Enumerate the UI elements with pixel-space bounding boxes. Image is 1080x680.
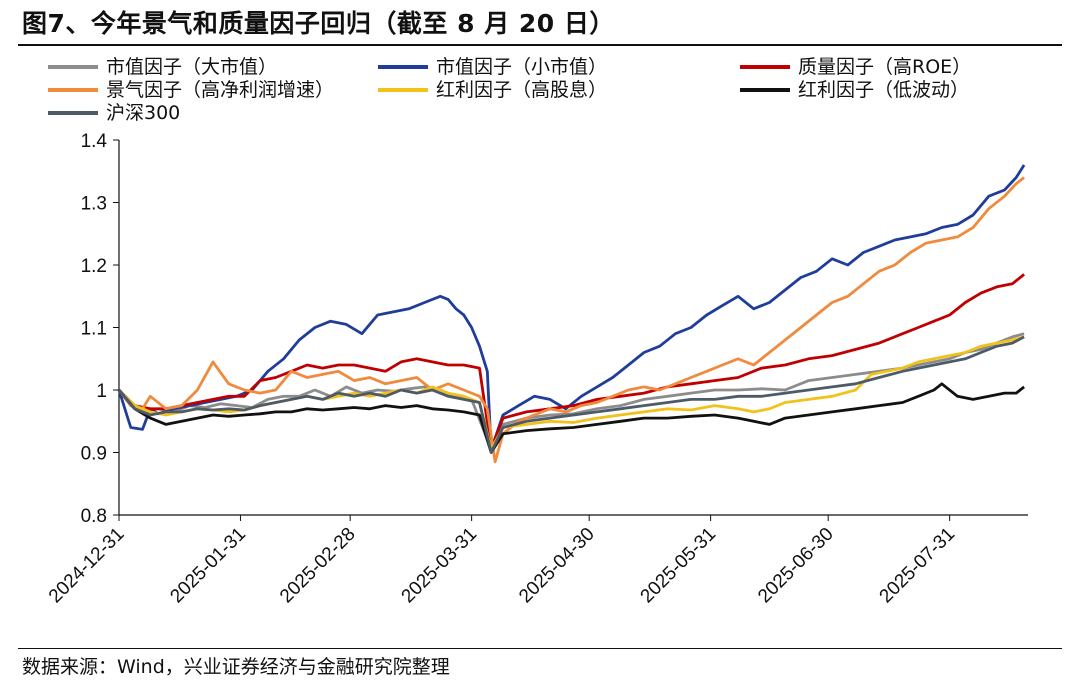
y-tick-label: 1.1 [81, 319, 107, 340]
legend-label: 市值因子（大市值） [106, 56, 277, 78]
y-tick-label: 1 [96, 381, 107, 402]
x-tick-label: 2024-12-31 [45, 524, 129, 608]
y-tick-label: 1.4 [81, 131, 108, 152]
chart-title: 图7、今年景气和质量因子回归（截至 8 月 20 日） [22, 9, 615, 38]
series-line-6 [117, 382, 1025, 454]
legend-label: 沪深300 [106, 102, 180, 124]
series-layer [117, 164, 1026, 464]
title-divider [18, 44, 1062, 46]
x-tick-label: 2025-05-31 [637, 524, 721, 608]
source-divider [18, 648, 1062, 649]
axes [118, 140, 1028, 516]
series-line-4 [117, 176, 1025, 464]
legend-item-6: 红利因子（低波动） [740, 79, 969, 101]
legend-item-5: 红利因子（高股息） [378, 79, 607, 101]
x-tick-label: 2025-06-30 [754, 524, 838, 608]
x-axis-ticks: 2024-12-31 2025-01-31 2025-02-28 2025-03-31… [45, 515, 959, 607]
legend-label: 红利因子（高股息） [436, 79, 607, 101]
y-tick-label: 1.3 [81, 194, 107, 215]
line-chart: 市值因子（大市值） 市值因子（小市值） 质量因子（高ROE） 景气因子（高净利润增速）… [45, 56, 1028, 607]
x-tick-label: 2025-07-31 [876, 524, 960, 608]
x-tick-label: 2025-04-30 [515, 524, 599, 608]
source-note: 数据来源：Wind，兴业证券经济与金融研究院整理 [22, 656, 450, 678]
y-tick-label: 0.9 [81, 444, 107, 465]
legend-label: 市值因子（小市值） [436, 56, 607, 78]
legend: 市值因子（大市值） 市值因子（小市值） 质量因子（高ROE） 景气因子（高净利润增速）… [48, 56, 971, 124]
legend-label: 质量因子（高ROE） [798, 56, 971, 78]
legend-item-1: 市值因子（大市值） [48, 56, 277, 78]
x-tick-label: 2025-02-28 [276, 524, 360, 608]
y-tick-label: 0.8 [81, 506, 107, 527]
legend-item-3: 质量因子（高ROE） [740, 56, 971, 78]
x-tick-label: 2025-01-31 [166, 524, 250, 608]
y-tick-label: 1.2 [81, 256, 107, 277]
legend-item-2: 市值因子（小市值） [378, 56, 607, 78]
legend-label: 红利因子（低波动） [798, 79, 969, 101]
y-axis-ticks: 0.8 0.9 1 1.1 1.2 1.3 1.4 [81, 131, 119, 527]
series-line-7 [117, 335, 1025, 454]
legend-item-7: 沪深300 [48, 102, 180, 124]
legend-label: 景气因子（高净利润增速） [106, 79, 334, 101]
legend-item-4: 景气因子（高净利润增速） [48, 79, 334, 101]
x-tick-label: 2025-03-31 [398, 524, 482, 608]
